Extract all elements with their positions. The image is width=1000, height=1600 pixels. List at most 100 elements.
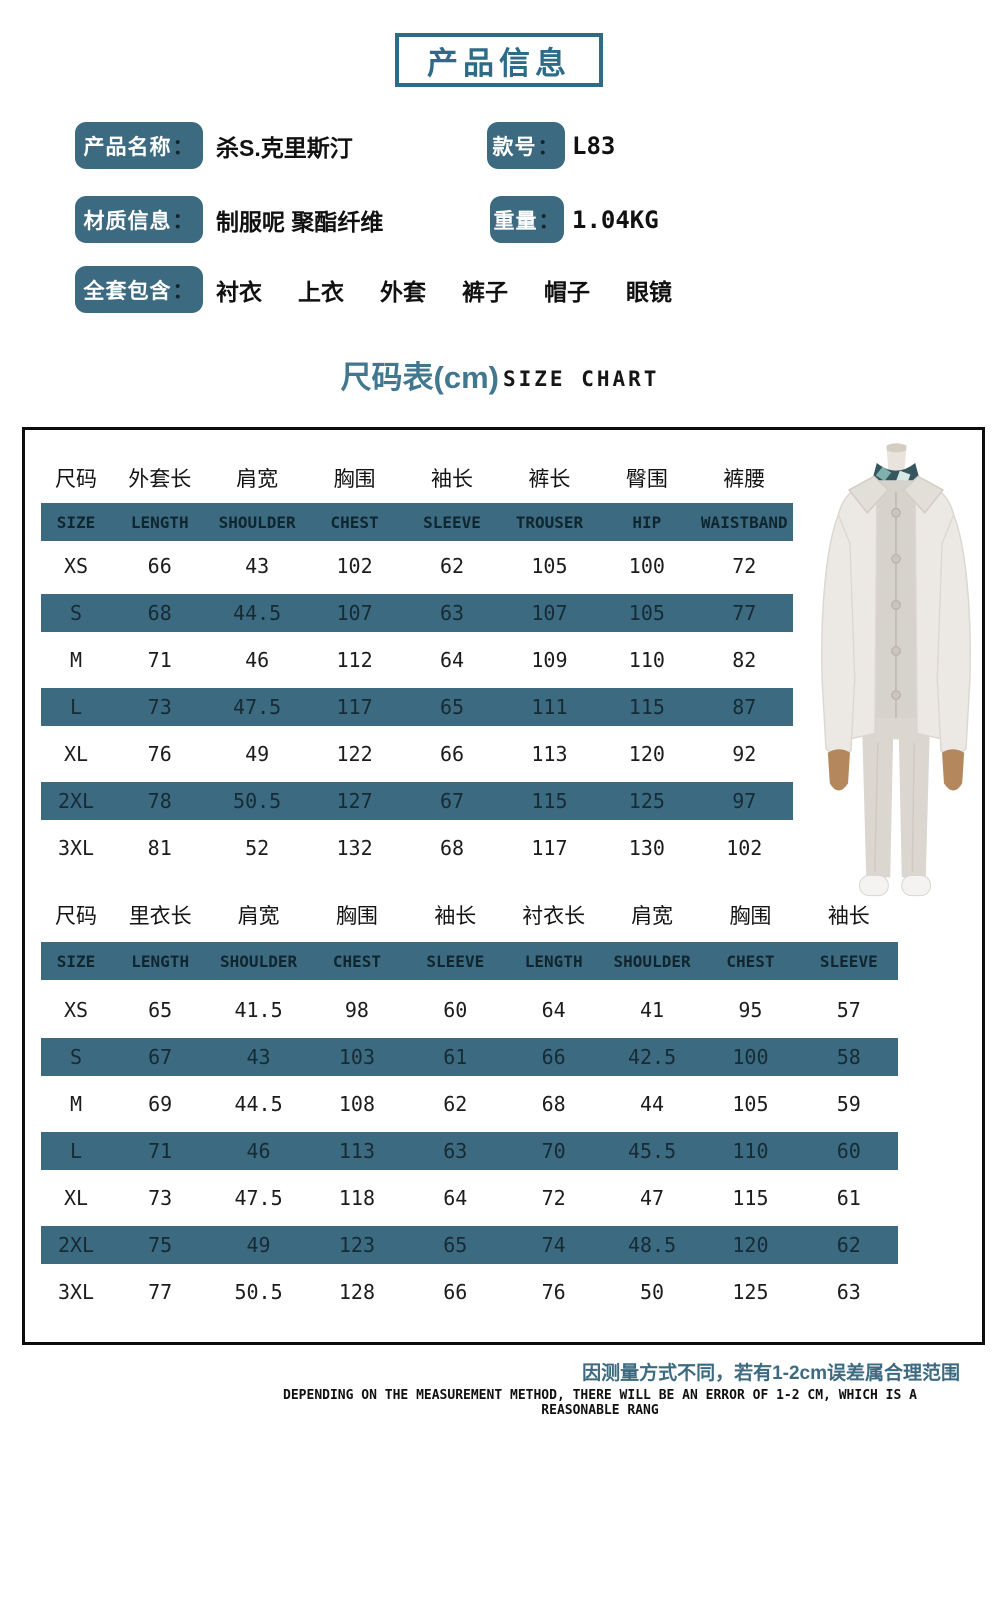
table-cell: 64 <box>439 648 465 672</box>
table-cell: 65 <box>443 1233 468 1257</box>
table-cell: 63 <box>836 1280 861 1304</box>
size-row-m: M 71 46 112 64 109 110 82 <box>41 641 793 679</box>
table-cell: 76 <box>147 742 172 766</box>
includes-item: 外套 <box>380 278 426 305</box>
product-name-label-text: 产品名称 <box>83 135 172 159</box>
table-cell: 42.5 <box>627 1045 677 1069</box>
table-cell: 肩宽 <box>237 905 280 928</box>
table-cell: 袖长 <box>430 468 473 491</box>
table-cell: 裤腰 <box>723 468 766 491</box>
table-cell: 68 <box>541 1092 566 1116</box>
table-cell: 裤长 <box>528 468 571 491</box>
measurement-note-cn: 因测量方式不同，若有1-2cm误差属合理范围 <box>582 1363 960 1384</box>
table-cell: 外套长 <box>128 468 192 491</box>
table2-cn-header: 尺码 里衣长 肩宽 胸围 袖长 衬衣长 肩宽 胸围 袖长 <box>41 895 898 935</box>
table-cell: 127 <box>336 789 373 813</box>
table-cell: 92 <box>732 742 757 766</box>
table-cell: 47.5 <box>234 1186 283 1210</box>
table-cell: 76 <box>541 1280 566 1304</box>
table-cell: SIZE <box>56 512 96 532</box>
table-cell: 107 <box>531 601 568 625</box>
table-cell: 47 <box>640 1186 665 1210</box>
table-cell: 52 <box>245 836 270 860</box>
table-cell: 67 <box>439 789 465 813</box>
table-cell: 117 <box>531 836 568 860</box>
product-name-value: 杀S.克里斯汀 <box>216 134 353 161</box>
table-cell: 97 <box>732 789 757 813</box>
table-cell: 82 <box>732 648 757 672</box>
table-cell: 113 <box>338 1139 375 1163</box>
includes-list: 衬衣 上衣 外套 裤子 帽子 眼镜 <box>216 266 672 313</box>
table-cell: 48.5 <box>627 1233 677 1257</box>
table-cell: 45.5 <box>627 1139 677 1163</box>
table-cell: 衬衣长 <box>522 905 586 928</box>
table1-en-header: SIZE LENGTH SHOULDER CHEST SLEEVE TROUSER HIP W… <box>41 503 793 541</box>
table-cell: 尺码 <box>55 468 97 491</box>
table-cell: 77 <box>148 1280 173 1304</box>
table-cell: 77 <box>732 601 757 625</box>
table-cell: 105 <box>732 1092 769 1116</box>
page-title: 产品信息 <box>427 45 571 81</box>
table-cell: M <box>69 1092 83 1116</box>
size-row-s: S 68 44.5 107 63 107 105 77 <box>41 594 793 632</box>
table-cell: 78 <box>147 789 172 813</box>
material-label: 材质信息： <box>75 196 203 243</box>
colon: ： <box>172 209 195 233</box>
page-title-box: 产品信息 <box>395 33 603 87</box>
weight-label: 重量： <box>490 196 564 243</box>
table-cell: 72 <box>541 1186 566 1210</box>
table-cell: 3XL <box>57 1280 95 1304</box>
table-cell: 2XL <box>57 1233 95 1257</box>
table-cell: 59 <box>836 1092 861 1116</box>
table-cell: 胸围 <box>333 468 376 491</box>
table-cell: XS <box>63 998 89 1022</box>
size-chart-title-cn: 尺码表(cm) <box>340 360 499 395</box>
product-name-label: 产品名称： <box>75 122 203 169</box>
size-row-l: L 73 47.5 117 65 111 115 87 <box>41 688 793 726</box>
table-cell: 50.5 <box>233 789 282 813</box>
table-cell: XL <box>63 1186 89 1210</box>
table-cell: XS <box>63 554 89 578</box>
table-cell: 109 <box>531 648 568 672</box>
includes-item: 眼镜 <box>626 278 672 305</box>
table-cell: 123 <box>338 1233 375 1257</box>
table-cell: 44 <box>640 1092 665 1116</box>
table-cell: SIZE <box>56 951 96 971</box>
table-cell: 128 <box>338 1280 375 1304</box>
table-cell: 105 <box>628 601 665 625</box>
size-row-xl: XL 73 47.5 118 64 72 47 115 61 <box>41 1179 898 1217</box>
weight-value: 1.04KG <box>572 205 659 234</box>
table-cell: L <box>69 695 83 719</box>
table-cell: 69 <box>148 1092 173 1116</box>
table-cell: 62 <box>439 554 465 578</box>
table-cell: 66 <box>541 1045 566 1069</box>
colon: ： <box>538 209 561 233</box>
product-photo-mannequin-image <box>821 443 971 897</box>
table-cell: 2XL <box>57 789 95 813</box>
table-cell: LENGTH <box>524 951 583 971</box>
table-cell: 115 <box>628 695 665 719</box>
includes-item: 裤子 <box>462 278 508 305</box>
table-cell: 41.5 <box>234 998 283 1022</box>
table-cell: 120 <box>732 1233 769 1257</box>
table-cell: 125 <box>628 789 665 813</box>
table-cell: XL <box>63 742 89 766</box>
material-label-text: 材质信息 <box>83 209 172 233</box>
table-cell: 49 <box>245 742 270 766</box>
table-cell: 103 <box>338 1045 375 1069</box>
table-cell: 67 <box>148 1045 173 1069</box>
table-cell: 68 <box>439 836 465 860</box>
table-cell: SLEEVE <box>426 951 485 971</box>
table-cell: 72 <box>732 554 757 578</box>
table-cell: 49 <box>246 1233 271 1257</box>
table-cell: SHOULDER <box>218 512 296 532</box>
table-cell: M <box>69 648 83 672</box>
table1-rows: XS 66 43 102 62 105 100 72 S 68 44.5 107 63 107 105 77 M… <box>41 547 793 876</box>
size-chart-heading: 尺码表(cm) SIZE CHART <box>0 352 1000 397</box>
size-row-xs: XS 65 41.5 98 60 64 41 95 57 <box>41 991 898 1029</box>
table-cell: 3XL <box>57 836 95 860</box>
size-row-2xl: 2XL 78 50.5 127 67 115 125 97 <box>41 782 793 820</box>
size-row-3xl: 3XL 81 52 132 68 117 130 102 <box>41 829 793 867</box>
size-chart-table: 尺码 外套长 肩宽 胸围 袖长 裤长 臀围 裤腰 SIZE LENGTH SHOULDER CHES… <box>22 427 985 1345</box>
table2-en-header: SIZE LENGTH SHOULDER CHEST SLEEVE LENGTH SHOUL… <box>41 942 898 980</box>
